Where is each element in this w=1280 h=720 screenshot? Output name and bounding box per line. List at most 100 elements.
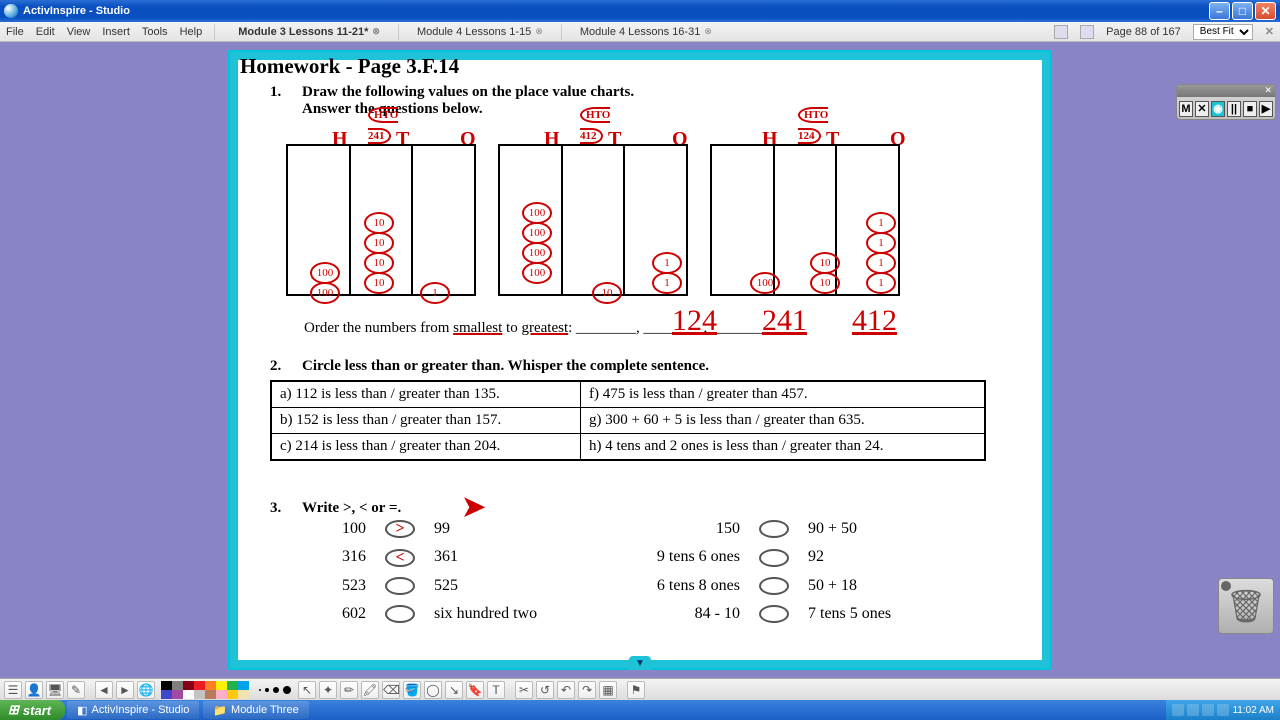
tab-close-icon[interactable]: ⊗	[372, 26, 380, 37]
place-value-chip: 100	[522, 222, 552, 244]
tool-text-icon[interactable]: T	[487, 681, 505, 699]
page-navigator-icon[interactable]: ▼	[629, 656, 651, 670]
system-tray[interactable]: 11:02 AM	[1166, 700, 1280, 720]
answer-1: 124	[672, 304, 717, 338]
answer-2: 241	[762, 304, 807, 338]
floater-button[interactable]: ■	[1243, 101, 1257, 117]
q2-number: 2.	[270, 358, 281, 375]
tray-icon[interactable]	[1202, 704, 1214, 716]
q2-prompt: Circle less than or greater than. Whispe…	[302, 358, 709, 375]
thumbnail-icon[interactable]	[1054, 25, 1068, 39]
tool-reset-icon[interactable]: ↺	[536, 681, 554, 699]
window-title: ActivInspire - Studio	[23, 5, 1209, 17]
floater-button[interactable]: ||	[1227, 101, 1241, 117]
tool-menu-icon[interactable]: ☰	[4, 681, 22, 699]
tool-undo-icon[interactable]: ↶	[557, 681, 575, 699]
trash-icon: 🗑	[1226, 587, 1267, 625]
tool-connector-icon[interactable]: ↘	[445, 681, 463, 699]
place-value-chip: 100	[310, 262, 340, 284]
place-value-chip: 1	[652, 272, 682, 294]
place-value-chip: 10	[364, 252, 394, 274]
floater-button[interactable]: ▶	[1259, 101, 1273, 117]
start-button[interactable]: ⊞ start	[0, 700, 65, 720]
canvas-area: Homework - Page 3.F.14 1. Draw the follo…	[0, 42, 1280, 678]
place-value-chip: 1	[420, 282, 450, 304]
floating-toolbar[interactable]: ✕ M✕◉||■▶	[1176, 84, 1276, 120]
page-title: Homework - Page 3.F.14	[240, 54, 459, 79]
grid-icon[interactable]	[1080, 25, 1094, 39]
color-palette[interactable]	[161, 681, 249, 699]
tool-express-icon[interactable]: ⚑	[627, 681, 645, 699]
bottom-toolbar: ☰ 👤 🖥 ✎ ◄ ► 🌐 ↖ ✦ ✏ 🖍 ⌫ 🪣 ◯ ↘ 🔖 T ✂ ↺ ↶ …	[0, 678, 1280, 700]
tray-icon[interactable]	[1217, 704, 1229, 716]
floater-close-icon[interactable]: ✕	[1264, 85, 1272, 97]
place-value-chip: 1	[866, 212, 896, 234]
tool-desktop-icon[interactable]: 🖥	[46, 681, 64, 699]
tool-fill-icon[interactable]: 🪣	[403, 681, 421, 699]
tool-shape-icon[interactable]: ◯	[424, 681, 442, 699]
tool-globe-icon[interactable]: 🌐	[137, 681, 155, 699]
q3-prompt: Write >, < or =.	[302, 500, 401, 517]
tool-tools-icon[interactable]: ✦	[319, 681, 337, 699]
tool-highlighter-icon[interactable]: 🖍	[361, 681, 379, 699]
tool-pen-icon[interactable]: ✏	[340, 681, 358, 699]
trash-bin[interactable]: 🗑	[1218, 578, 1274, 634]
q3-number: 3.	[270, 500, 281, 517]
close-button[interactable]: ✕	[1255, 2, 1276, 20]
tool-next-icon[interactable]: ►	[116, 681, 134, 699]
tray-icon[interactable]	[1187, 704, 1199, 716]
place-value-chip: 1	[652, 252, 682, 274]
minimize-button[interactable]: –	[1209, 2, 1230, 20]
pen-sizes[interactable]	[259, 686, 291, 694]
place-value-chip: 10	[810, 252, 840, 274]
tool-prev-icon[interactable]: ◄	[95, 681, 113, 699]
app-icon	[4, 4, 18, 18]
menu-edit[interactable]: Edit	[36, 26, 55, 38]
menu-insert[interactable]: Insert	[102, 26, 130, 38]
menu-help[interactable]: Help	[180, 26, 203, 38]
task-activinspire[interactable]: ◧ActivInspire - Studio	[67, 701, 199, 719]
place-value-chip: 1	[866, 272, 896, 294]
close-panel-icon[interactable]: ✕	[1265, 25, 1274, 38]
place-value-chip: 10	[364, 272, 394, 294]
place-value-chip: 100	[522, 202, 552, 224]
tool-eraser-icon[interactable]: ⌫	[382, 681, 400, 699]
floater-button[interactable]: ◉	[1211, 101, 1225, 117]
tool-redo-icon[interactable]: ↷	[578, 681, 596, 699]
tool-select-icon[interactable]: ↖	[298, 681, 316, 699]
maximize-button[interactable]: □	[1232, 2, 1253, 20]
pin-icon[interactable]	[1221, 581, 1231, 591]
tool-profile-icon[interactable]: 👤	[25, 681, 43, 699]
place-value-chip: 10	[364, 232, 394, 254]
answer-3: 412	[852, 304, 897, 338]
place-value-chip: 1	[866, 252, 896, 274]
floater-button[interactable]: M	[1179, 101, 1193, 117]
place-value-chip: 10	[810, 272, 840, 294]
menu-view[interactable]: View	[67, 26, 91, 38]
menu-tools[interactable]: Tools	[142, 26, 168, 38]
floater-button[interactable]: ✕	[1195, 101, 1209, 117]
tab-module3[interactable]: Module 3 Lessons 11-21*⊗	[232, 26, 386, 38]
place-value-chip: 10	[592, 282, 622, 304]
q1-number: 1.	[270, 84, 281, 101]
tab-close-icon[interactable]: ⊗	[535, 26, 543, 37]
place-value-chip: 100	[310, 282, 340, 304]
tool-annotate-icon[interactable]: ✎	[67, 681, 85, 699]
menu-file[interactable]: File	[6, 26, 24, 38]
tab-module4a[interactable]: Module 4 Lessons 1-15⊗	[411, 26, 549, 38]
place-value-chip: 10	[364, 212, 394, 234]
tray-icon[interactable]	[1172, 704, 1184, 716]
tool-stamp-icon[interactable]: 🔖	[466, 681, 484, 699]
zoom-select[interactable]: Best Fit	[1193, 24, 1253, 40]
page-indicator: Page 88 of 167	[1106, 26, 1181, 38]
q2-table: a) 112 is less than / greater than 135.f…	[270, 380, 986, 461]
task-module-three[interactable]: 📁Module Three	[203, 701, 308, 719]
tab-close-icon[interactable]: ⊗	[704, 26, 712, 37]
worksheet-page[interactable]: Homework - Page 3.F.14 1. Draw the follo…	[228, 50, 1052, 670]
arrow-annotation: ➤	[462, 490, 485, 524]
place-value-chip: 100	[750, 272, 780, 294]
tool-clear-icon[interactable]: ✂	[515, 681, 533, 699]
tool-browser-icon[interactable]: ▦	[599, 681, 617, 699]
tab-module4b[interactable]: Module 4 Lessons 16-31⊗	[574, 26, 718, 38]
q3-grid: 100>9915090 + 50316<3619 tens 6 ones9252…	[294, 520, 994, 633]
